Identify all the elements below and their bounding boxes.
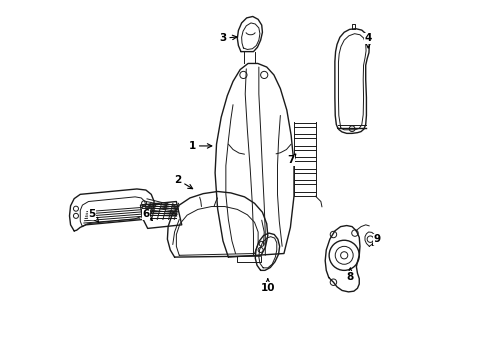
Text: 2: 2 (174, 175, 192, 189)
Text: 3: 3 (219, 33, 236, 43)
Text: 1: 1 (188, 141, 211, 151)
Text: 7: 7 (287, 154, 295, 165)
Text: 9: 9 (372, 234, 380, 246)
Text: 10: 10 (260, 279, 274, 293)
Text: 8: 8 (346, 268, 353, 282)
Text: 5: 5 (88, 209, 98, 222)
Text: 6: 6 (142, 209, 152, 220)
Text: 4: 4 (364, 33, 371, 48)
